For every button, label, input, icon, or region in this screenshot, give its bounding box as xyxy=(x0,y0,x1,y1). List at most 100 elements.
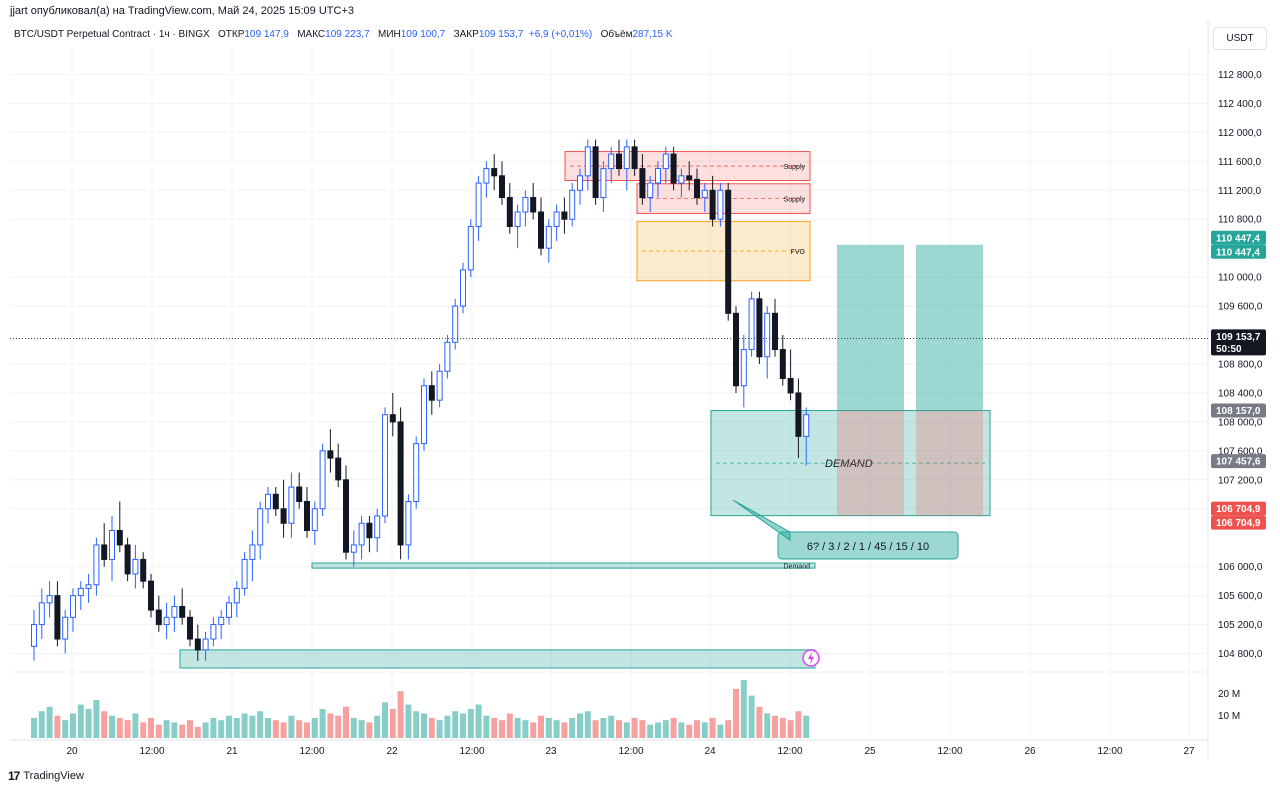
volume-bar xyxy=(77,704,84,738)
candle-body xyxy=(538,211,544,249)
volume-bar xyxy=(124,720,131,738)
candle-body xyxy=(124,544,131,575)
volume-bar xyxy=(733,688,739,738)
volume-bar xyxy=(639,720,646,738)
volume-bar xyxy=(577,713,583,738)
volume-bar xyxy=(662,720,669,738)
price-tick-label: 112 400,0 xyxy=(1218,99,1262,110)
candle-body xyxy=(109,529,115,560)
volume-bar xyxy=(319,709,326,738)
candle-body xyxy=(210,624,217,640)
candle-body xyxy=(436,370,443,401)
volume-bar xyxy=(421,713,427,738)
volume-bar xyxy=(140,722,147,738)
candle-body xyxy=(280,508,287,524)
price-tick-label: 112 000,0 xyxy=(1218,128,1262,139)
candle-body xyxy=(343,479,349,553)
volume-bar xyxy=(452,711,459,738)
candle-body xyxy=(31,624,37,647)
volume-bar xyxy=(62,720,69,738)
candle-body xyxy=(272,493,279,510)
candle-body xyxy=(506,197,513,227)
volume-bar xyxy=(756,706,763,738)
time-tick-label: 27 xyxy=(1183,746,1195,757)
brand-name[interactable]: TradingView xyxy=(23,770,84,782)
price-labels-layer: 110 447,4 110 447,4 109 153,750:50 108 157,… xyxy=(1211,230,1266,530)
price-tick-label: 108 800,0 xyxy=(1218,360,1263,371)
candle-body xyxy=(335,457,342,481)
time-tick-label: 12:00 xyxy=(139,746,164,757)
volume-bar xyxy=(616,720,622,738)
candle-body xyxy=(725,189,732,314)
volume-bar xyxy=(132,713,139,738)
volume-bar xyxy=(725,720,732,738)
volume-bar xyxy=(748,695,755,738)
price-tick-label: 108 400,0 xyxy=(1218,388,1263,399)
time-tick-label: 12:00 xyxy=(777,746,802,757)
volume-value: 287,15 K xyxy=(632,29,673,40)
volume-bar xyxy=(803,715,810,738)
volume-bar xyxy=(795,711,802,738)
volume-bar xyxy=(233,717,240,738)
volume-bar xyxy=(428,717,435,738)
volume-bar xyxy=(779,717,786,738)
volume-bar xyxy=(179,724,186,738)
candle-body xyxy=(467,225,474,271)
candle-body xyxy=(116,529,123,546)
volume-bar xyxy=(655,722,661,738)
candle-body xyxy=(358,522,365,546)
candle-body xyxy=(194,638,201,651)
candle-body xyxy=(772,312,778,351)
candle-body xyxy=(428,385,435,401)
volume-bar xyxy=(70,713,76,738)
volume-bar xyxy=(694,720,700,738)
candle-body xyxy=(257,508,264,546)
volume-layer xyxy=(31,680,810,738)
volume-bar xyxy=(382,702,388,738)
volume-bar xyxy=(553,720,560,738)
close-value: 109 153,7 xyxy=(478,29,524,40)
symbol-name[interactable]: BTC/USDT Perpetual Contract · 1ч · BINGX xyxy=(14,29,210,40)
candle-body xyxy=(226,602,232,618)
price-label-badge xyxy=(1211,454,1266,469)
candle-body xyxy=(756,298,763,358)
candle-body xyxy=(46,595,53,604)
candle-body xyxy=(85,584,92,589)
callout-pointer xyxy=(732,499,791,541)
volume-label: Объём xyxy=(600,29,633,40)
zone-label: Demand xyxy=(784,564,811,571)
price-axis: 112 800,0 112 400,0 112 000,0 111 600,0 111 … xyxy=(1218,70,1263,660)
candle-body xyxy=(600,168,607,199)
candle-body xyxy=(148,580,154,611)
candle-body xyxy=(319,450,326,510)
candle-body xyxy=(296,486,303,503)
volume-bar xyxy=(187,720,193,738)
candle-body xyxy=(553,211,560,227)
volume-bar xyxy=(109,715,115,738)
volume-bar xyxy=(389,709,396,738)
candle-body xyxy=(249,544,256,560)
candles-layer xyxy=(31,139,810,661)
volume-bar xyxy=(226,715,232,738)
volume-bar xyxy=(530,722,537,738)
currency-selector[interactable]: USDT xyxy=(1213,27,1267,50)
time-tick-label: 12:00 xyxy=(299,746,324,757)
price-tick-label: 106 000,0 xyxy=(1218,562,1263,573)
volume-bar xyxy=(46,706,53,738)
candle-body xyxy=(350,544,357,553)
volume-bar xyxy=(686,724,693,738)
candle-body xyxy=(38,602,45,626)
callout-layer: 6? / 3 / 2 / 1 / 45 / 15 / 10 xyxy=(732,499,959,667)
volume-bar xyxy=(163,720,170,738)
volume-bar xyxy=(460,713,466,738)
time-tick-label: 25 xyxy=(864,746,876,757)
candle-body xyxy=(397,421,404,546)
volume-bar xyxy=(218,720,225,738)
volume-bar xyxy=(304,722,310,738)
candle-body xyxy=(779,349,786,379)
candle-body xyxy=(592,146,599,199)
projection-target-box xyxy=(837,244,904,411)
volume-bar xyxy=(514,717,521,738)
candle-body xyxy=(491,168,498,177)
